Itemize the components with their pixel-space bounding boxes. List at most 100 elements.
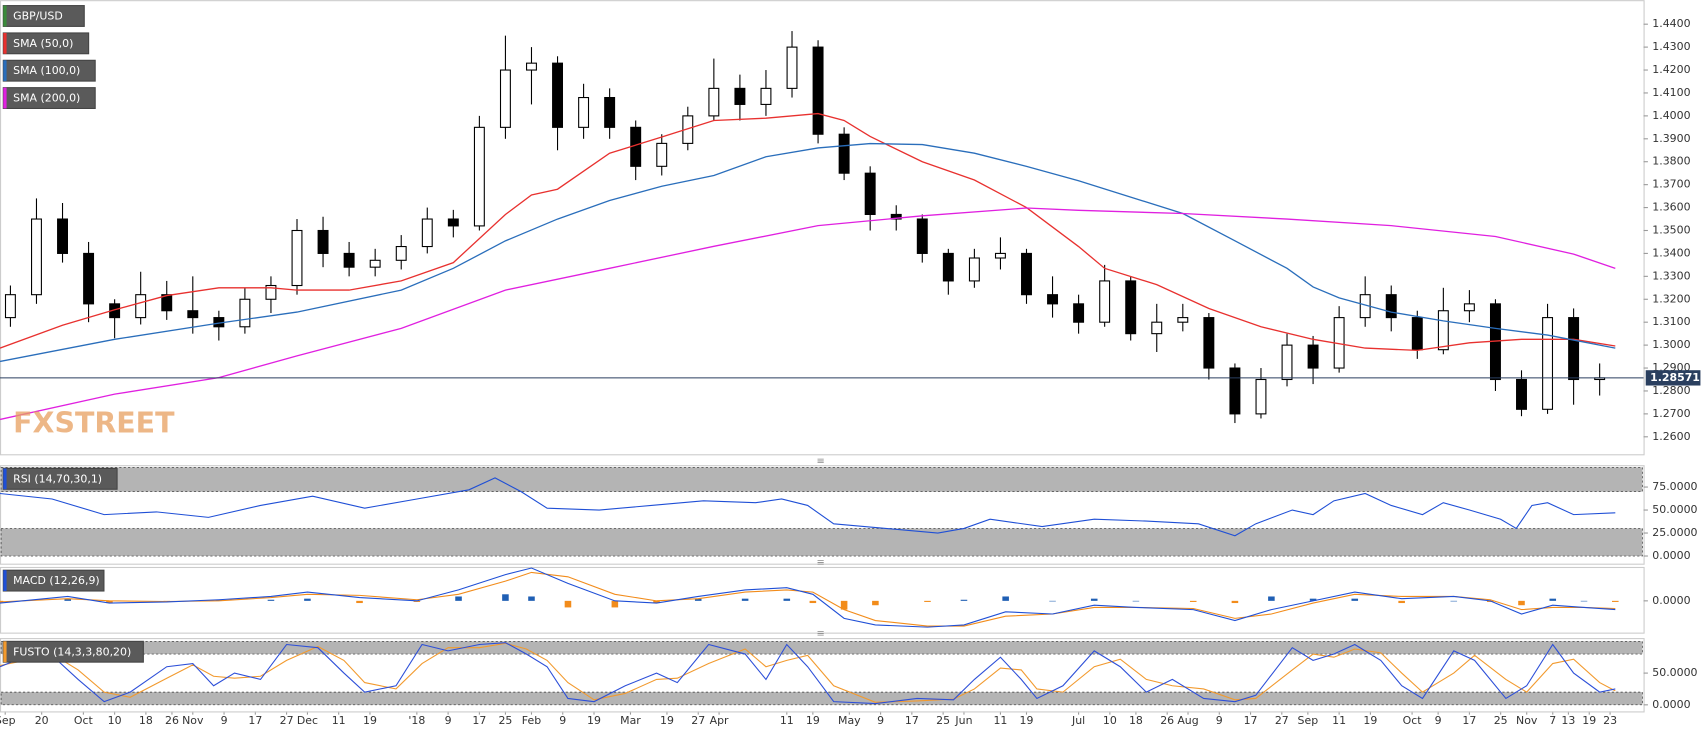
x-tick-label: 23 xyxy=(1603,714,1617,727)
last-price-box xyxy=(1645,370,1701,386)
candle-body xyxy=(4,294,16,319)
x-tick-label: 17 xyxy=(1244,714,1258,727)
x-tick-label: Mar xyxy=(620,714,641,727)
x-tick-label: 11 xyxy=(332,714,346,727)
band xyxy=(0,641,1643,655)
macd-line xyxy=(0,567,1616,628)
candle-body xyxy=(552,62,564,128)
x-tick-label: Jul xyxy=(1071,714,1085,727)
histogram-bar xyxy=(840,600,848,610)
y-tick-label: 1.2700 xyxy=(1652,407,1690,420)
candle-body xyxy=(187,310,199,319)
legend-chip-color xyxy=(3,60,7,82)
legend-chip-color xyxy=(3,87,7,109)
x-tick-label: 17 xyxy=(1462,714,1476,727)
legend-chip: SMA (100,0) xyxy=(2,59,96,82)
histogram-bar xyxy=(356,600,363,604)
candle-body xyxy=(317,229,329,254)
last-price-label: 1.28571 xyxy=(1650,371,1700,384)
x-tick-label: 27 xyxy=(280,714,294,727)
x-tick-label: 19 xyxy=(1582,714,1596,727)
candle-body xyxy=(421,218,433,248)
legend-label: MACD (12,26,9) xyxy=(13,574,100,587)
histogram-bar xyxy=(1189,600,1197,602)
candle-body xyxy=(812,46,824,135)
x-tick-label: 9 xyxy=(559,714,566,727)
histogram-bar xyxy=(1309,598,1317,601)
x-tick-label: Jun xyxy=(954,714,972,727)
x-tick-label: 13 xyxy=(1561,714,1575,727)
histogram-bar xyxy=(809,600,817,604)
x-tick-label: 18 xyxy=(1129,714,1143,727)
histogram-bar xyxy=(1268,596,1275,601)
candle-body xyxy=(1021,252,1032,296)
sma-line xyxy=(0,142,1616,363)
candle-body xyxy=(1411,317,1423,351)
candle-body xyxy=(83,252,95,305)
x-tick-label: 10 xyxy=(108,714,122,727)
candle-body xyxy=(942,252,954,282)
histogram-bar xyxy=(1398,600,1405,604)
legend-label: FUSTO (14,3,3,80,20) xyxy=(13,645,131,658)
x-tick-label: 11 xyxy=(993,714,1007,727)
candle-body xyxy=(968,257,980,282)
x-tick-label: 7 xyxy=(1549,714,1556,727)
x-tick-label: 19 xyxy=(1020,714,1034,727)
x-tick-label: Aug xyxy=(1177,714,1198,727)
legend-chip: RSI (14,70,30,1) xyxy=(2,467,118,490)
y-tick-label: 1.3500 xyxy=(1652,223,1690,236)
histogram-bar xyxy=(267,599,275,601)
x-tick-label: 25 xyxy=(936,714,950,727)
candle-body xyxy=(291,229,303,287)
candle-body xyxy=(890,213,902,220)
x-tick-label: 19 xyxy=(587,714,601,727)
legend-label: RSI (14,70,30,1) xyxy=(13,472,102,485)
histogram-bar xyxy=(106,600,113,604)
indicator-line xyxy=(0,477,1616,537)
x-tick-label: Oct xyxy=(1403,714,1423,727)
sma-line xyxy=(0,112,1616,352)
panel-frame xyxy=(0,0,1645,456)
x-tick-label: 17 xyxy=(248,714,262,727)
legend-label: GBP/USD xyxy=(13,10,63,23)
x-tick-label: 11 xyxy=(780,714,794,727)
x-tick-label: 26 xyxy=(1160,714,1174,727)
candle-body xyxy=(135,294,147,319)
y-tick-label: 1.4400 xyxy=(1652,17,1690,30)
y-tick-label: 0.0000 xyxy=(1652,594,1690,607)
y-tick-label: 1.4200 xyxy=(1652,63,1690,76)
histogram-bar xyxy=(872,600,879,606)
x-tick-label: Nov xyxy=(1516,714,1538,727)
x-tick-label: 27 xyxy=(1275,714,1289,727)
legend-chip-color xyxy=(3,570,7,592)
candle-body xyxy=(1385,294,1397,319)
x-tick-label: 18 xyxy=(139,714,153,727)
histogram-bar xyxy=(694,598,702,601)
legend-chip-color xyxy=(3,32,7,54)
y-tick-label: 1.3200 xyxy=(1652,292,1690,305)
candle-body xyxy=(838,133,850,174)
candle-body xyxy=(578,96,590,128)
candle-body xyxy=(31,218,42,296)
x-tick-label: 20 xyxy=(35,714,49,727)
histogram-bar xyxy=(1612,600,1619,602)
candle-body xyxy=(734,87,746,105)
candle-body xyxy=(760,87,772,105)
y-tick-label: 1.4300 xyxy=(1652,40,1690,53)
y-tick-label: 1.3600 xyxy=(1652,201,1690,214)
histogram-bar xyxy=(1090,598,1098,601)
x-tick-label: 10 xyxy=(1103,714,1117,727)
x-tick-label: 17 xyxy=(905,714,919,727)
histogram-bar xyxy=(64,598,72,601)
signal-line xyxy=(0,571,1616,627)
x-tick-label: 25 xyxy=(1494,714,1508,727)
candle-body xyxy=(994,252,1006,259)
y-tick-label: 1.4000 xyxy=(1652,109,1690,122)
x-tick-label: Apr xyxy=(710,714,729,727)
x-tick-label: 17 xyxy=(472,714,486,727)
indicator-line xyxy=(0,642,1616,703)
x-tick-label: 27 xyxy=(691,714,705,727)
panel-frame xyxy=(0,638,1645,713)
histogram-bar xyxy=(960,599,968,601)
